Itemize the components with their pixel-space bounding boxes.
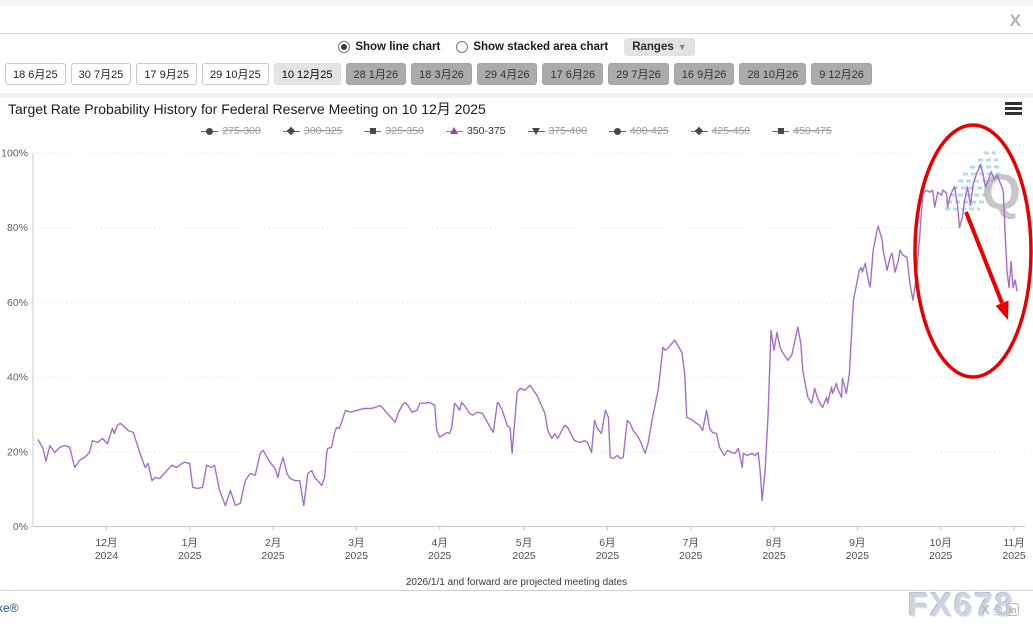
- q-watermark: Q: [982, 164, 1021, 220]
- x-axis-label: 12月 2024: [95, 537, 119, 562]
- arrowhead-icon: [995, 300, 1009, 320]
- fx678-watermark: FX678: [907, 586, 1015, 623]
- linkedin-icon: in: [1006, 603, 1019, 616]
- meeting-tab-6[interactable]: 28 1月26: [345, 63, 407, 85]
- x-axis-label: 8月 2025: [762, 537, 786, 562]
- legend-label: 275-300: [222, 125, 261, 137]
- legend-item-400-425[interactable]: 400-425: [609, 125, 669, 137]
- meeting-tab-11[interactable]: 16 9月26: [673, 63, 735, 85]
- x-social-icon: X: [980, 602, 990, 617]
- y-axis-label: 0%: [13, 521, 28, 533]
- y-axis-label: 80%: [7, 222, 28, 234]
- y-axis-label: 60%: [7, 297, 28, 309]
- y-axis-label: 40%: [7, 372, 28, 384]
- ranges-dropdown[interactable]: Ranges ▼: [624, 38, 695, 56]
- legend-item-275-300[interactable]: 275-300: [201, 125, 261, 137]
- radio-label: Show line chart: [355, 41, 441, 53]
- triangle-down-marker-icon: [527, 126, 545, 136]
- x-axis-label: 9月 2025: [846, 537, 870, 562]
- diamond-marker-icon: [690, 126, 708, 136]
- chart-type-controls: Show line chart Show stacked area chart …: [0, 38, 1033, 56]
- meeting-tab-7[interactable]: 18 3月26: [411, 63, 472, 85]
- x-axis-label: 10月 2025: [929, 537, 953, 562]
- close-icon[interactable]: X: [1009, 11, 1021, 30]
- x-axis-label: 5月 2025: [512, 537, 536, 562]
- meeting-tab-13[interactable]: 9 12月26: [811, 63, 872, 85]
- legend-label: 375-400: [548, 125, 588, 137]
- square-marker-icon: [364, 126, 382, 136]
- radio-button-icon[interactable]: [338, 41, 351, 53]
- y-axis-label: 20%: [7, 446, 28, 458]
- chart-legend: 275-300 300-325 325-350 350-375 375-400 400-4…: [0, 125, 1033, 137]
- chevron-down-icon: ▼: [677, 42, 687, 52]
- trend-annotation-arrow: [964, 211, 1004, 304]
- radio-show-line-chart[interactable]: Show line chart: [338, 41, 440, 53]
- radio-label: Show stacked area chart: [473, 41, 609, 53]
- top-strip: [0, 0, 1033, 6]
- probability-line-350-375: [37, 163, 1018, 507]
- tabs-divider-band: [0, 93, 1033, 98]
- meeting-tab-10[interactable]: 29 7月26: [608, 63, 669, 85]
- footer-divider: [0, 590, 1033, 591]
- legend-item-300-325[interactable]: 300-325: [282, 125, 343, 137]
- legend-item-375-400[interactable]: 375-400: [527, 125, 588, 137]
- x-axis-label: 3月 2025: [345, 537, 369, 562]
- chart-footnote: 2026/1/1 and forward are projected meeti…: [405, 577, 628, 588]
- circle-marker-icon: [609, 126, 627, 136]
- meeting-date-tabs: 18 6月25 30 7月25 17 9月25 29 10月25 10 12月25 28 …: [5, 63, 872, 85]
- legend-item-325-350[interactable]: 325-350: [364, 125, 424, 137]
- chart-menu-icon[interactable]: [1005, 102, 1022, 117]
- diamond-marker-icon: [282, 126, 300, 136]
- meeting-tab-3[interactable]: 17 9月25: [136, 63, 197, 85]
- trend-annotation-ellipse: [913, 123, 1033, 379]
- ranges-label: Ranges: [632, 41, 674, 53]
- legend-label: 400-425: [630, 125, 669, 137]
- x-axis-label: 1月 2025: [178, 537, 202, 562]
- meeting-tab-4[interactable]: 29 10月25: [201, 63, 269, 85]
- legend-label: 325-350: [385, 125, 424, 137]
- y-axis-label: 100%: [1, 148, 28, 160]
- circle-marker-icon: [201, 126, 219, 136]
- x-axis-label: 11月 2025: [1002, 537, 1026, 562]
- meeting-tab-2[interactable]: 30 7月25: [70, 63, 132, 85]
- legend-label: 300-325: [303, 125, 343, 137]
- x-axis-label: 6月 2025: [596, 537, 620, 562]
- legend-item-350-375[interactable]: 350-375: [445, 125, 506, 137]
- camera-icon: ◎: [992, 602, 1003, 617]
- meeting-tab-1[interactable]: 18 6月25: [5, 63, 66, 85]
- meeting-tab-8[interactable]: 29 4月26: [476, 63, 538, 85]
- radio-button-icon[interactable]: [456, 41, 469, 53]
- square-marker-icon: [772, 126, 790, 136]
- partial-brand-text: ke®: [0, 601, 19, 615]
- legend-label: 350-375: [466, 125, 506, 137]
- radio-show-stacked-area-chart[interactable]: Show stacked area chart: [456, 41, 608, 53]
- legend-label: 425-450: [711, 125, 751, 137]
- meeting-tab-5[interactable]: 10 12月25: [273, 63, 341, 85]
- watermark-social-icons: X ◎ in: [981, 602, 1019, 617]
- legend-label: 450-475: [793, 125, 832, 137]
- x-axis-label: 4月 2025: [428, 537, 452, 562]
- legend-item-425-450[interactable]: 425-450: [690, 125, 751, 137]
- meeting-tab-12[interactable]: 28 10月26: [739, 63, 807, 85]
- x-axis-label: 2月 2025: [261, 537, 285, 562]
- x-axis-label: 7月 2025: [679, 537, 703, 562]
- triangle-up-marker-icon: [445, 126, 463, 136]
- meeting-tab-9[interactable]: 17 6月26: [542, 63, 604, 85]
- legend-item-450-475[interactable]: 450-475: [772, 125, 832, 137]
- chart-title: Target Rate Probability History for Fede…: [8, 101, 486, 117]
- header-divider: [0, 33, 1033, 34]
